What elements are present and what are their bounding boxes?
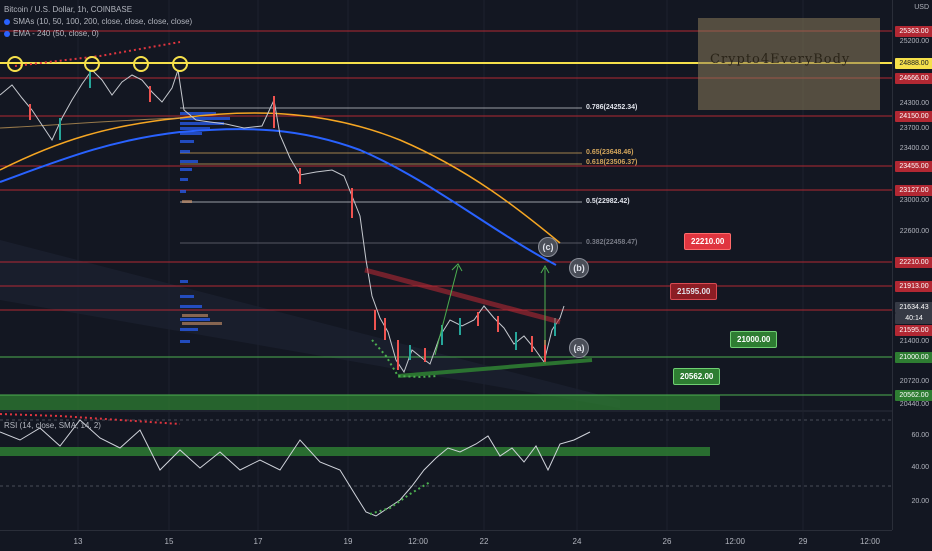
price-tag-20562: 20562.00 xyxy=(895,390,932,401)
time-label: 22 xyxy=(479,537,489,546)
price-tick: 24300.00 xyxy=(899,100,929,107)
callout-21000[interactable]: 21000.00 xyxy=(730,331,778,348)
ema-blue-line xyxy=(0,128,557,266)
price-tick: 25200.00 xyxy=(899,38,929,45)
wave-label-b[interactable]: (b) xyxy=(569,258,589,278)
legend-symbol[interactable]: Bitcoin / U.S. Dollar, 1h, COINBASE xyxy=(4,5,133,14)
time-label: 12:00 xyxy=(859,537,881,546)
time-label: 12:00 xyxy=(407,537,429,546)
price-tag-22210: 22210.00 xyxy=(895,257,932,268)
price-tag-23455: 23455.00 xyxy=(895,161,932,172)
price-tag-23127: 23127.00 xyxy=(895,185,932,196)
callout-21595[interactable]: 21595.00 xyxy=(670,283,718,300)
price-tag-24666: 24666.00 xyxy=(895,73,932,84)
price-tick: 22600.00 xyxy=(899,228,929,235)
callout-20562[interactable]: 20562.00 xyxy=(673,368,721,385)
price-tag-24888: 24888.00 xyxy=(895,58,932,69)
rsi-tick: 60.00 xyxy=(911,432,929,439)
price-tick: 23700.00 xyxy=(899,125,929,132)
time-label: 12:00 xyxy=(724,537,746,546)
time-label: 15 xyxy=(164,537,174,546)
price-tag-current: 21634.43 xyxy=(895,302,932,313)
rsi-line xyxy=(0,419,591,517)
fib-label-065: 0.65(23648.46) xyxy=(586,149,634,156)
fib-label-0618: 0.618(23506.37) xyxy=(586,159,638,166)
price-tick: 23000.00 xyxy=(899,197,929,204)
indicator-dot-icon xyxy=(4,18,10,25)
price-tag-24150: 24150.00 xyxy=(895,111,932,122)
time-label: 24 xyxy=(572,537,582,546)
legend-ema-label: EMA - 240 (50, close, 0) xyxy=(13,29,99,38)
time-label: 26 xyxy=(662,537,672,546)
price-tick: 21400.00 xyxy=(899,338,929,345)
time-label: 29 xyxy=(798,537,808,546)
price-tag-countdown: 40:14 xyxy=(895,313,932,324)
time-label: 17 xyxy=(253,537,263,546)
watermark-banner xyxy=(698,18,880,110)
time-label: 19 xyxy=(343,537,353,546)
price-tick: 20720.00 xyxy=(899,378,929,385)
price-tick: 23400.00 xyxy=(899,145,929,152)
price-tag-25363: 25363.00 xyxy=(895,26,932,37)
fib-label-0786: 0.786(24252.34) xyxy=(586,104,638,111)
time-label: 13 xyxy=(73,537,83,546)
price-tag-21595: 21595.00 xyxy=(895,325,932,336)
wave-label-c[interactable]: (c) xyxy=(538,237,558,257)
rsi-tick: 40.00 xyxy=(911,464,929,471)
support-zone-20562 xyxy=(0,395,720,410)
sma-orange-line xyxy=(0,112,561,244)
rsi-green-band xyxy=(0,447,710,456)
price-axis[interactable]: USD 25363.00 25200.00 24888.00 24666.00 … xyxy=(892,0,932,530)
fib-label-0382: 0.382(22458.47) xyxy=(586,239,638,246)
peak-marker-2 xyxy=(84,56,100,72)
fib-label-05: 0.5(22982.42) xyxy=(586,198,630,205)
wave-label-a[interactable]: (a) xyxy=(569,338,589,358)
peak-marker-4 xyxy=(172,56,188,72)
indicator-dot-icon xyxy=(4,30,10,37)
price-tick: 20440.00 xyxy=(899,401,929,408)
axis-currency: USD xyxy=(914,4,929,11)
legend-smas-label: SMAs (10, 50, 100, 200, close, close, cl… xyxy=(13,17,193,26)
rsi-tick: 20.00 xyxy=(911,498,929,505)
callout-22210[interactable]: 22210.00 xyxy=(684,233,732,250)
rsi-legend[interactable]: RSI (14, close, SMA, 14, 2) xyxy=(4,421,101,430)
legend-ema[interactable]: EMA - 240 (50, close, 0) xyxy=(4,28,192,40)
time-axis[interactable]: 13 15 17 19 12:00 22 24 26 12:00 29 12:0… xyxy=(0,530,892,551)
peak-marker-3 xyxy=(133,56,149,72)
peak-marker-1 xyxy=(7,56,23,72)
price-tag-21913: 21913.00 xyxy=(895,281,932,292)
chart-legend: Bitcoin / U.S. Dollar, 1h, COINBASE SMAs… xyxy=(4,4,192,40)
watermark-text: Crypto4EveryBody xyxy=(710,52,851,67)
legend-smas[interactable]: SMAs (10, 50, 100, 200, close, close, cl… xyxy=(4,16,192,28)
price-tag-21000: 21000.00 xyxy=(895,352,932,363)
